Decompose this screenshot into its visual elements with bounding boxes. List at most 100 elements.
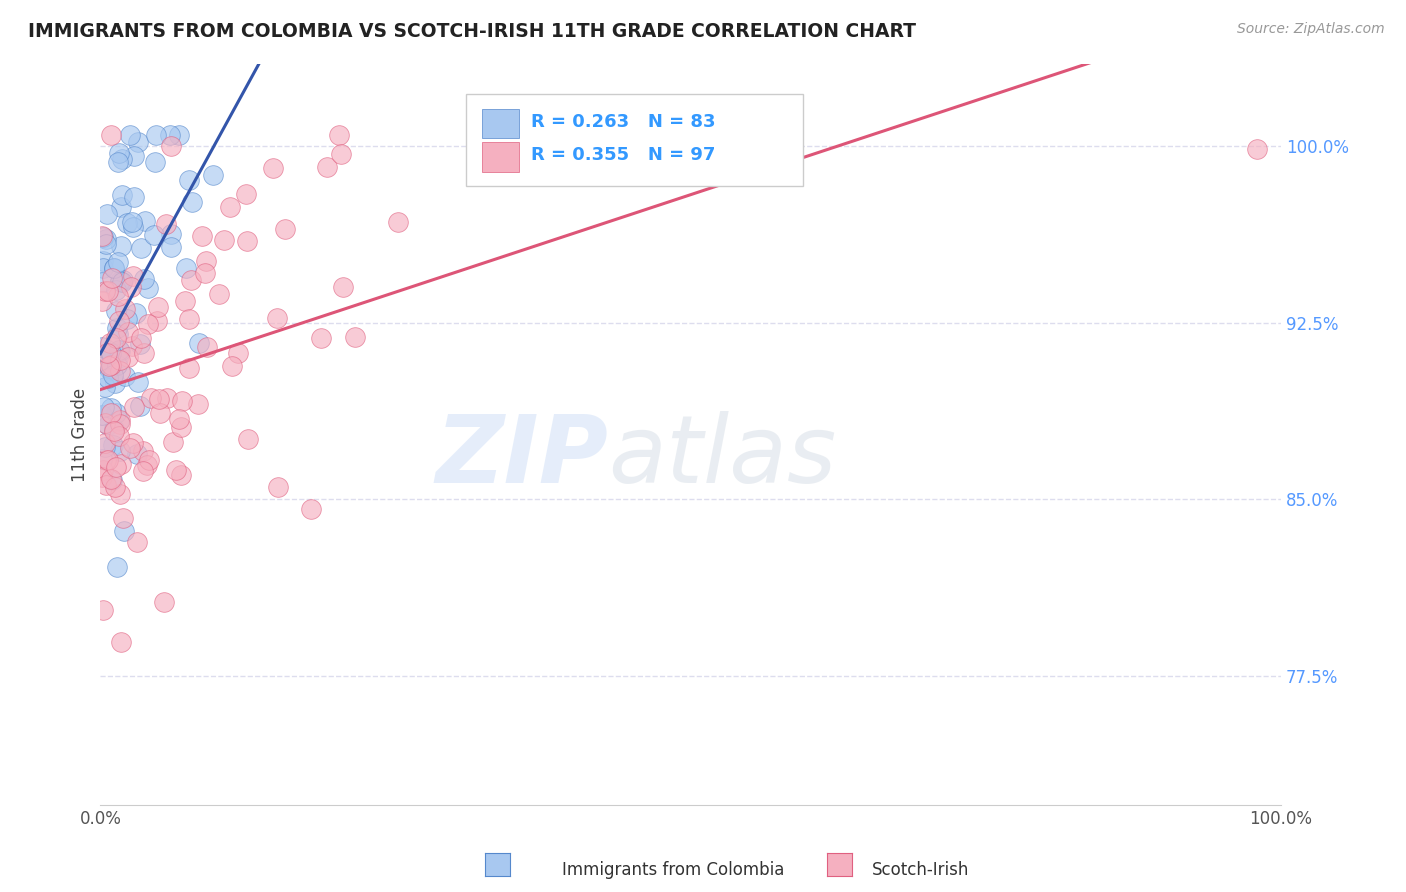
Point: [122, 401, 145, 415]
Point: [107, 313, 129, 327]
Point: [105, 303, 128, 318]
Point: [100, 362, 122, 376]
Point: [132, 464, 155, 478]
Point: [219, 200, 242, 214]
Bar: [482, 142, 519, 171]
Point: [96, 346, 118, 360]
Point: [103, 422, 125, 436]
Point: [103, 260, 125, 275]
Point: [97, 452, 120, 467]
Text: ZIP: ZIP: [434, 411, 607, 503]
Point: [105, 405, 128, 419]
Point: [94, 478, 117, 492]
Point: [172, 393, 194, 408]
Point: [100, 128, 122, 142]
Point: [188, 335, 211, 350]
Point: [103, 376, 125, 391]
Y-axis label: 11th Grade: 11th Grade: [72, 387, 89, 482]
Point: [100, 406, 122, 420]
Point: [170, 419, 193, 434]
Point: [108, 145, 131, 160]
Point: [135, 458, 157, 472]
Point: [174, 260, 197, 275]
Point: [97, 284, 120, 298]
Point: [122, 148, 145, 162]
Point: [108, 413, 131, 427]
Point: [129, 399, 152, 413]
Point: [263, 161, 285, 176]
Point: [138, 452, 160, 467]
Point: [103, 260, 125, 275]
Point: [107, 343, 129, 358]
Point: [165, 463, 187, 477]
Point: [105, 358, 128, 372]
Point: [226, 346, 249, 360]
Point: [145, 314, 167, 328]
Point: [101, 368, 124, 382]
Point: [93, 380, 115, 394]
Point: [118, 441, 141, 455]
Point: [329, 146, 352, 161]
Text: IMMIGRANTS FROM COLOMBIA VS SCOTCH-IRISH 11TH GRADE CORRELATION CHART: IMMIGRANTS FROM COLOMBIA VS SCOTCH-IRISH…: [28, 22, 917, 41]
Point: [167, 412, 190, 426]
Point: [96, 207, 118, 221]
Point: [105, 331, 128, 345]
Point: [90, 452, 112, 467]
Point: [134, 214, 156, 228]
Point: [160, 240, 183, 254]
Point: [221, 359, 243, 373]
Point: [97, 418, 120, 433]
Point: [94, 435, 117, 450]
Point: [105, 284, 128, 298]
Point: [112, 272, 135, 286]
Text: Scotch-Irish: Scotch-Irish: [872, 861, 969, 879]
Point: [127, 135, 149, 149]
Point: [121, 436, 143, 450]
Text: R = 0.355   N = 97: R = 0.355 N = 97: [531, 146, 716, 164]
Point: [107, 351, 129, 365]
Point: [91, 260, 114, 275]
Point: [122, 220, 145, 235]
Point: [187, 397, 209, 411]
Point: [235, 186, 257, 201]
Point: [145, 128, 167, 142]
Point: [332, 280, 354, 294]
Point: [96, 232, 118, 246]
Point: [156, 391, 179, 405]
Point: [267, 480, 290, 494]
Point: [108, 444, 131, 458]
Point: [108, 363, 131, 377]
Point: [180, 273, 202, 287]
Point: [149, 405, 172, 419]
Point: [100, 359, 122, 373]
Point: [90, 469, 112, 483]
Point: [208, 287, 231, 301]
Point: [132, 271, 155, 285]
Point: [101, 271, 124, 285]
Point: [98, 335, 121, 350]
Point: [153, 595, 176, 609]
Point: [96, 347, 118, 361]
Point: [110, 344, 132, 359]
Point: [148, 392, 170, 406]
Point: [155, 217, 177, 231]
FancyBboxPatch shape: [467, 94, 803, 186]
Point: [91, 229, 114, 244]
Point: [159, 128, 181, 142]
Point: [114, 368, 136, 383]
Point: [274, 222, 297, 236]
Point: [387, 215, 409, 229]
Point: [315, 161, 337, 175]
Point: [131, 242, 153, 256]
Point: [121, 215, 143, 229]
Point: [122, 190, 145, 204]
Point: [328, 128, 350, 142]
Point: [107, 289, 129, 303]
Point: [90, 229, 112, 244]
Point: [127, 535, 149, 549]
Point: [110, 353, 132, 368]
Point: [143, 155, 166, 169]
Point: [104, 459, 127, 474]
Text: Source: ZipAtlas.com: Source: ZipAtlas.com: [1237, 22, 1385, 37]
Point: [127, 375, 149, 389]
